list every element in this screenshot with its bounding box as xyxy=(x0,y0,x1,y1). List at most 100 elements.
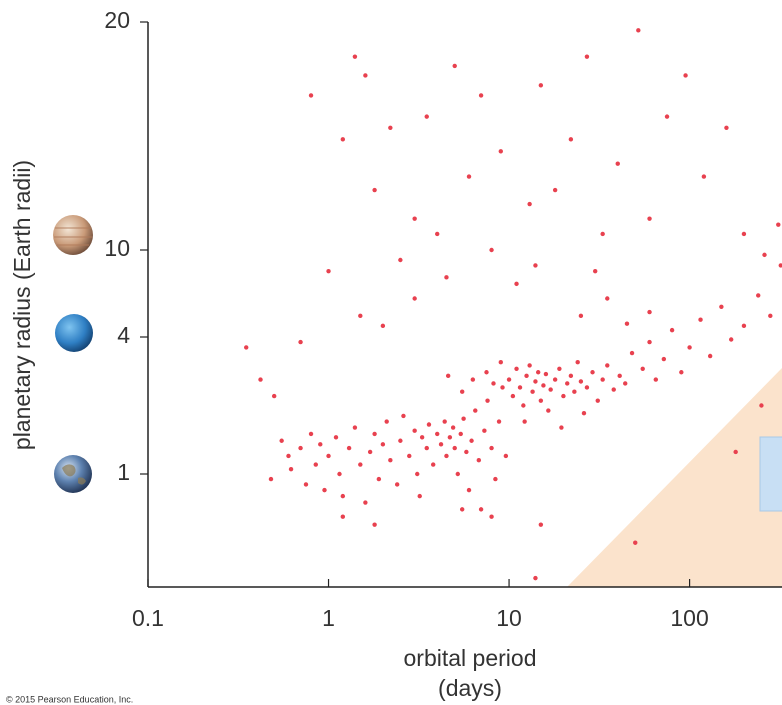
planet-point xyxy=(326,268,331,274)
planet-point xyxy=(541,383,546,388)
planet-point xyxy=(469,438,474,443)
planet-point xyxy=(447,435,453,440)
planet-point xyxy=(506,377,512,382)
planet-point xyxy=(575,359,580,365)
planet-point xyxy=(333,435,339,440)
planet-point xyxy=(707,353,713,359)
planet-point xyxy=(733,449,738,455)
planet-point xyxy=(484,370,489,375)
planet-point xyxy=(568,373,574,379)
planet-point xyxy=(424,114,429,119)
planet-point xyxy=(279,438,284,443)
planet-point xyxy=(340,137,346,142)
planet-point xyxy=(473,408,478,413)
planet-point xyxy=(647,339,652,345)
planet-point xyxy=(384,419,389,424)
planet-point xyxy=(489,247,494,253)
planet-point xyxy=(337,471,342,477)
planet-point xyxy=(340,493,346,499)
planet-point xyxy=(756,293,761,298)
planet-point xyxy=(340,514,346,519)
habitable-zone-box xyxy=(759,436,782,512)
planet-point xyxy=(698,317,703,322)
planet-point xyxy=(633,540,638,545)
jupiter-icon xyxy=(53,215,93,255)
y-tick-label: 10 xyxy=(104,235,130,261)
planet-point xyxy=(768,313,773,319)
planet-point xyxy=(557,366,562,371)
planet-point xyxy=(530,389,535,394)
planet-point xyxy=(442,419,447,424)
planet-point xyxy=(461,416,466,421)
detection-limit-region xyxy=(567,368,782,587)
planet-point xyxy=(514,366,519,371)
planet-point xyxy=(535,370,541,375)
x-axis-label: orbital period xyxy=(404,645,537,671)
planet-point xyxy=(419,435,425,440)
planet-point xyxy=(376,476,382,482)
planet-point xyxy=(498,149,503,154)
planet-point xyxy=(605,296,610,301)
planet-point xyxy=(624,321,630,326)
x-axis-unit: (days) xyxy=(438,675,502,701)
planet-point xyxy=(590,370,595,375)
planet-point xyxy=(445,373,451,379)
planet-point xyxy=(538,83,544,88)
credit: © 2015 Pearson Education, Inc. xyxy=(6,694,133,704)
planet-point xyxy=(623,381,628,386)
planet-point xyxy=(388,457,393,463)
planet-point xyxy=(271,393,277,399)
jupiter-bands xyxy=(54,227,92,246)
planet-point xyxy=(640,366,645,371)
planet-point xyxy=(592,268,598,274)
x-tick-label: 100 xyxy=(670,605,708,631)
planet-point xyxy=(452,445,457,451)
planet-point xyxy=(578,313,584,319)
planet-point xyxy=(491,381,496,386)
planet-point xyxy=(455,471,460,477)
planet-point xyxy=(478,93,484,98)
y-axis-label: planetary radius (Earth radii) xyxy=(9,160,35,450)
planet-point xyxy=(517,385,523,390)
planet-point xyxy=(380,323,386,329)
planet-point xyxy=(308,431,314,437)
planet-point xyxy=(430,462,436,467)
planet-point xyxy=(398,257,403,263)
planet-point xyxy=(683,73,688,78)
planet-point xyxy=(352,54,358,59)
planet-point xyxy=(584,54,590,59)
planet-point xyxy=(452,63,457,69)
planet-point xyxy=(762,252,767,258)
planet-point xyxy=(500,385,505,390)
planet-point xyxy=(679,370,684,375)
planet-point xyxy=(724,125,729,130)
earth-continents xyxy=(62,464,86,485)
planet-point xyxy=(572,389,577,394)
planet-point xyxy=(363,500,368,505)
planet-point xyxy=(412,216,417,221)
planet-point xyxy=(466,174,472,179)
planet-point xyxy=(653,377,659,382)
planet-point xyxy=(701,174,707,179)
y-tick-label: 1 xyxy=(117,459,130,485)
planet-point xyxy=(605,363,610,368)
points xyxy=(244,28,782,581)
planet-point xyxy=(728,337,734,342)
planet-point xyxy=(496,419,502,424)
planet-point xyxy=(584,385,590,390)
planet-point xyxy=(424,445,429,451)
planet-point xyxy=(595,398,600,403)
planet-point xyxy=(485,398,490,403)
x-tick-label: 10 xyxy=(496,605,522,631)
planet-point xyxy=(629,350,635,356)
planet-point xyxy=(388,125,393,130)
planet-point xyxy=(358,462,363,467)
planet-point xyxy=(407,453,412,459)
x-tick-label: 1 xyxy=(322,605,335,631)
planet-point xyxy=(543,371,549,377)
planet-point xyxy=(493,476,498,482)
planet-point xyxy=(538,522,544,527)
planet-point xyxy=(533,263,538,268)
planet-point xyxy=(394,482,400,487)
